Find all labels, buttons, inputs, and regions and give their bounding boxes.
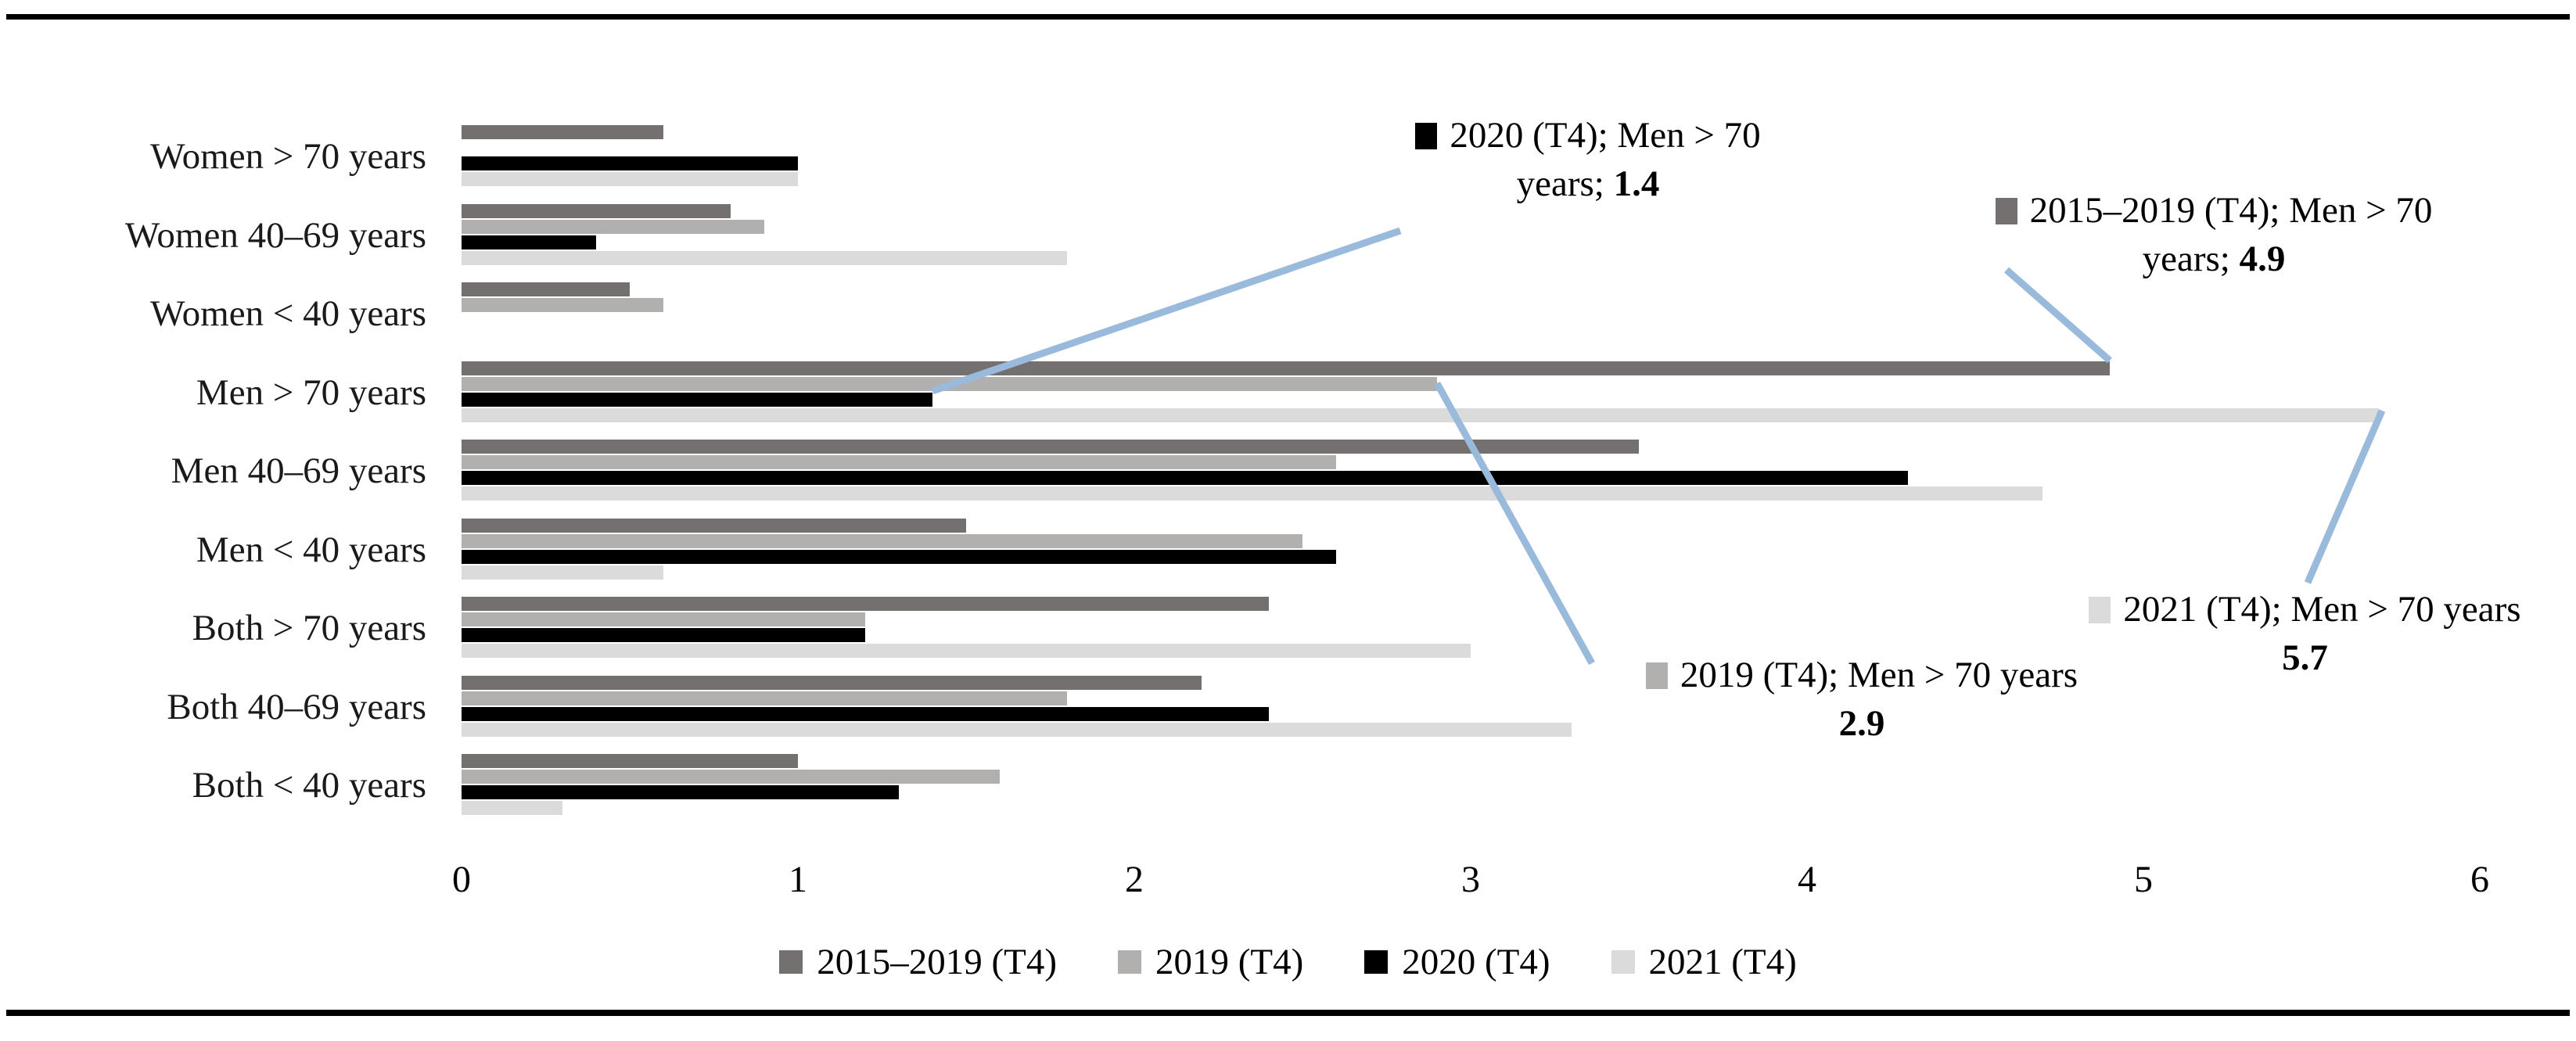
bar-2015–2019-cat5 bbox=[462, 518, 966, 533]
series-marker-icon bbox=[1995, 198, 2017, 224]
annotation-line2: years; 4.9 bbox=[2142, 239, 2286, 280]
x-tick-label: 4 bbox=[1798, 859, 1816, 900]
bar-2019-cat8 bbox=[462, 770, 1000, 784]
legend-item: 2015–2019 (T4) bbox=[779, 941, 1057, 983]
annotation-line1: 2020 (T4); Men > 70 bbox=[1450, 115, 1761, 156]
bar-2015–2019-cat0 bbox=[462, 125, 663, 139]
bar-2019-cat4 bbox=[462, 455, 1336, 469]
bar-2020-cat5 bbox=[462, 549, 1336, 564]
annotation-value: 4.9 bbox=[2239, 239, 2286, 280]
data-label-annotation: 2020 (T4); Men > 70 years; 1.4 bbox=[1330, 111, 1846, 208]
bar-2015–2019-cat2 bbox=[462, 282, 630, 296]
annotation-line1: 2015–2019 (T4); Men > 70 bbox=[2029, 190, 2433, 231]
data-label-annotation: 2019 (T4); Men > 70 years 2.9 bbox=[1572, 651, 2151, 748]
legend-label: 2020 (T4) bbox=[1402, 942, 1550, 982]
bar-2019-cat7 bbox=[462, 691, 1067, 705]
bar-2019-cat6 bbox=[462, 612, 865, 626]
legend-item: 2021 (T4) bbox=[1611, 941, 1797, 983]
series-marker-icon bbox=[1645, 662, 1668, 689]
legend-swatch-icon bbox=[1117, 950, 1141, 974]
legend: 2015–2019 (T4) 2019 (T4) 2020 (T4) 2021 (T4… bbox=[0, 941, 2576, 983]
bar-2019-cat5 bbox=[462, 533, 1302, 548]
annotation-line2: 2.9 bbox=[1572, 699, 2151, 748]
bar-2019-cat2 bbox=[462, 298, 663, 312]
bar-2019-cat3 bbox=[462, 376, 1437, 391]
annotation-line2: 5.7 bbox=[2034, 634, 2576, 682]
annotation-line1: 2021 (T4); Men > 70 years bbox=[2123, 589, 2521, 630]
legend-swatch-icon bbox=[779, 950, 803, 974]
x-tick-label: 1 bbox=[789, 859, 807, 900]
bar-2020-cat7 bbox=[462, 706, 1269, 721]
category-label: Men < 40 years bbox=[196, 529, 426, 570]
callout-line bbox=[2304, 409, 2386, 584]
bar-2021-cat4 bbox=[462, 486, 2042, 501]
x-tick-label: 2 bbox=[1125, 859, 1144, 900]
x-tick-label: 0 bbox=[452, 859, 471, 900]
bar-2019-cat1 bbox=[462, 219, 764, 234]
category-label: Men 40–69 years bbox=[171, 451, 426, 492]
category-label: Both > 70 years bbox=[192, 608, 426, 649]
bar-2021-cat6 bbox=[462, 644, 1471, 658]
callout-line bbox=[2004, 267, 2112, 364]
category-label: Both < 40 years bbox=[192, 765, 426, 806]
legend-swatch-icon bbox=[1611, 950, 1635, 974]
annotation-line1: 2019 (T4); Men > 70 years bbox=[1680, 655, 2078, 695]
data-label-annotation: 2015–2019 (T4); Men > 70 years; 4.9 bbox=[1901, 186, 2527, 283]
data-label-annotation: 2021 (T4); Men > 70 years 5.7 bbox=[2034, 585, 2576, 682]
bar-2020-cat8 bbox=[462, 785, 899, 799]
bar-2020-cat6 bbox=[462, 628, 865, 642]
category-label: Men > 70 years bbox=[196, 372, 426, 413]
series-marker-icon bbox=[2089, 597, 2111, 623]
bar-2020-cat0 bbox=[462, 156, 798, 171]
annotation-value: 5.7 bbox=[2282, 637, 2328, 679]
annotation-value: 1.4 bbox=[1613, 163, 1660, 205]
bar-2015–2019-cat7 bbox=[462, 675, 1202, 690]
bar-2021-cat0 bbox=[462, 172, 798, 186]
bottom-border-line bbox=[6, 1010, 2570, 1016]
annotation-line2: years; 1.4 bbox=[1516, 163, 1660, 205]
x-tick-label: 6 bbox=[2470, 859, 2489, 900]
legend-label: 2021 (T4) bbox=[1648, 942, 1797, 982]
category-label: Women > 70 years bbox=[150, 136, 426, 178]
bar-2015–2019-cat4 bbox=[462, 440, 1639, 454]
legend-item: 2020 (T4) bbox=[1364, 941, 1550, 983]
bar-2021-cat1 bbox=[462, 250, 1067, 265]
legend-item: 2019 (T4) bbox=[1117, 941, 1304, 983]
x-tick-label: 5 bbox=[2134, 859, 2153, 900]
bar-2015–2019-cat1 bbox=[462, 203, 731, 218]
bar-2020-cat3 bbox=[462, 392, 932, 407]
bar-2021-cat7 bbox=[462, 722, 1572, 737]
bar-2020-cat1 bbox=[462, 235, 596, 249]
annotation-value: 2.9 bbox=[1838, 703, 1885, 745]
legend-label: 2015–2019 (T4) bbox=[817, 942, 1057, 982]
bar-2021-cat8 bbox=[462, 801, 562, 815]
bar-2021-cat5 bbox=[462, 565, 663, 580]
bar-2021-cat3 bbox=[462, 407, 2379, 422]
bar-2020-cat4 bbox=[462, 471, 1908, 485]
x-tick-label: 3 bbox=[1461, 859, 1480, 900]
bar-2015–2019-cat6 bbox=[462, 597, 1269, 611]
callout-line bbox=[1434, 381, 1595, 666]
category-label: Women 40–69 years bbox=[124, 214, 426, 256]
series-marker-icon bbox=[1415, 123, 1438, 149]
bar-2015–2019-cat3 bbox=[462, 361, 2110, 375]
category-label: Women < 40 years bbox=[150, 293, 426, 335]
top-border-line bbox=[6, 14, 2570, 20]
category-label: Both 40–69 years bbox=[167, 686, 426, 727]
legend-swatch-icon bbox=[1364, 950, 1389, 974]
legend-label: 2019 (T4) bbox=[1155, 942, 1304, 982]
bar-2015–2019-cat8 bbox=[462, 754, 798, 768]
